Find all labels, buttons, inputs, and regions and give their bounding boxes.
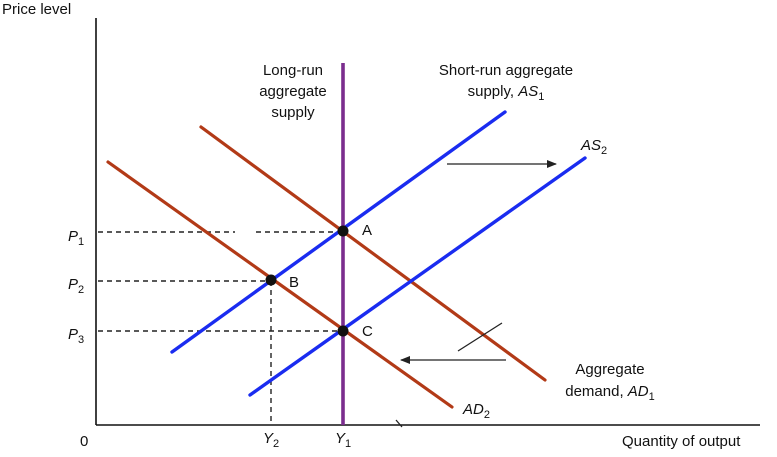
lras-label-line1: Long-run	[263, 62, 323, 79]
as2-curve	[248, 156, 587, 397]
point-a-dot	[337, 225, 349, 237]
point-b-label: B	[289, 274, 299, 291]
ad1-pointer-line	[457, 322, 503, 352]
point-a-label: A	[362, 222, 372, 239]
lras-label-line2: aggregate	[259, 83, 327, 100]
as2-label: AS2	[580, 137, 607, 157]
as1-label-line2: supply, AS1	[468, 83, 545, 103]
ad1-label-line2: demand, AD1	[565, 383, 655, 403]
y2-tick-label: Y2	[263, 430, 279, 450]
as1-label-line1: Short-run aggregate	[439, 62, 573, 79]
p3-tick-label: P3	[68, 326, 84, 346]
y-axis-label: Price level	[2, 1, 71, 18]
point-c-label: C	[362, 323, 373, 340]
ad1-curve	[199, 125, 547, 382]
ad2-curve	[106, 160, 454, 409]
origin-label: 0	[80, 433, 88, 450]
y1-tick-label: Y1	[335, 430, 351, 450]
ad2-pointer-line	[395, 419, 403, 428]
x-axis-label: Quantity of output	[622, 433, 741, 450]
lras-label-line3: supply	[271, 104, 315, 121]
ad1-label-line1: Aggregate	[575, 361, 644, 378]
p1-tick-label: P1	[68, 228, 84, 248]
ad2-label: AD2	[462, 401, 490, 421]
p2-tick-label: P2	[68, 276, 84, 296]
point-b-dot	[265, 274, 277, 286]
point-c-dot	[337, 325, 349, 337]
